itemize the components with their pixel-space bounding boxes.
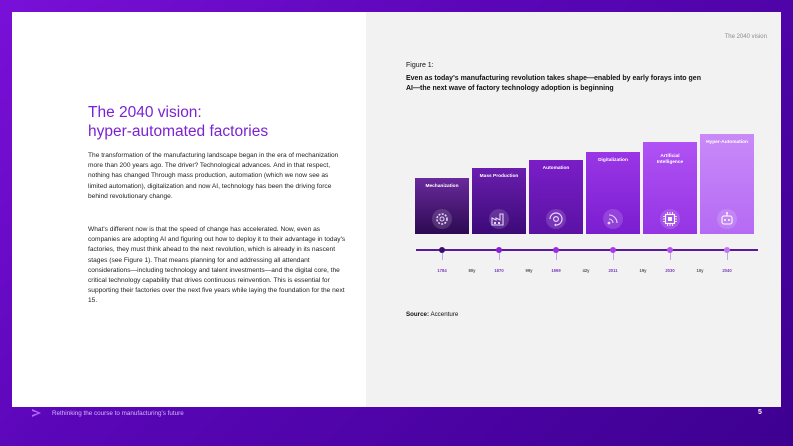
timeline-gap: 80y (468, 268, 476, 273)
factory-icon (489, 209, 509, 229)
gear-icon (432, 209, 452, 229)
timeline-line (416, 249, 758, 251)
accenture-chevron-icon (32, 409, 41, 417)
timeline-year: 1784 (437, 268, 447, 273)
signal-icon (603, 209, 623, 229)
title-line-2: hyper-automated factories (88, 123, 269, 140)
stage-bar-3: Automation (529, 160, 583, 234)
timeline-year: 2011 (608, 268, 618, 273)
stage-label: Automation (542, 166, 570, 171)
timeline-tick (498, 253, 500, 260)
timeline-dot (439, 247, 445, 253)
page: The 2040 vision: hyper-automated factori… (12, 12, 781, 407)
stage-bar-4: Digitalization (586, 152, 640, 234)
title-line-1: The 2040 vision: (88, 104, 202, 121)
text-column: The 2040 vision: hyper-automated factori… (12, 12, 366, 407)
source-value: Accenture (430, 311, 459, 318)
section-tag: The 2040 vision (724, 34, 767, 40)
stage-bar-1: Mechanization (415, 178, 469, 234)
stage-label: Hyper-Automation (706, 140, 748, 145)
timeline-dot (496, 247, 502, 253)
timeline-year: 1870 (494, 268, 504, 273)
stage-label: Mass Production (479, 174, 519, 179)
timeline-dot (553, 247, 559, 253)
stage-label: Mechanization (425, 184, 459, 189)
stage-label: Digitalization (598, 158, 628, 163)
timeline-gap: 42y (582, 268, 590, 273)
timeline-gap: 10y (696, 268, 704, 273)
timeline-tick (669, 253, 671, 260)
robot-icon (717, 209, 737, 229)
stage-bar-2: Mass Production (472, 168, 526, 234)
timeline-dot (610, 247, 616, 253)
body-paragraph-2: What's different now is that the speed o… (88, 226, 346, 305)
chip-icon (660, 209, 680, 229)
figure-panel: Figure 1: Even as today's manufacturing … (366, 12, 781, 407)
source-label: Source: (406, 311, 430, 318)
stage-bar-5: Artificial Intelligence (643, 142, 697, 234)
page-title: The 2040 vision: hyper-automated factori… (88, 103, 268, 141)
cycle-gear-icon (546, 209, 566, 229)
stage-label: Artificial Intelligence (656, 154, 684, 165)
timeline-tick (441, 253, 443, 260)
body-paragraph-1: The transformation of the manufacturing … (88, 152, 339, 200)
timeline-year: 1969 (551, 268, 561, 273)
timeline-gap: 19y (639, 268, 647, 273)
timeline-year: 2040 (722, 268, 732, 273)
timeline-tick (555, 253, 557, 260)
figure-label: Figure 1: (406, 62, 434, 69)
figure-caption: Even as today's manufacturing revolution… (406, 75, 701, 92)
figure-source: Source: Accenture (406, 311, 458, 318)
footer-text: Rethinking the course to manufacturing's… (52, 410, 184, 417)
timeline-dot (667, 247, 673, 253)
timeline-year: 2030 (665, 268, 675, 273)
page-number: 5 (758, 409, 762, 416)
timeline-tick (726, 253, 728, 260)
timeline-dot (724, 247, 730, 253)
timeline-tick (612, 253, 614, 260)
stage-bar-6: Hyper-Automation (700, 134, 754, 234)
timeline-gap: 99y (525, 268, 533, 273)
